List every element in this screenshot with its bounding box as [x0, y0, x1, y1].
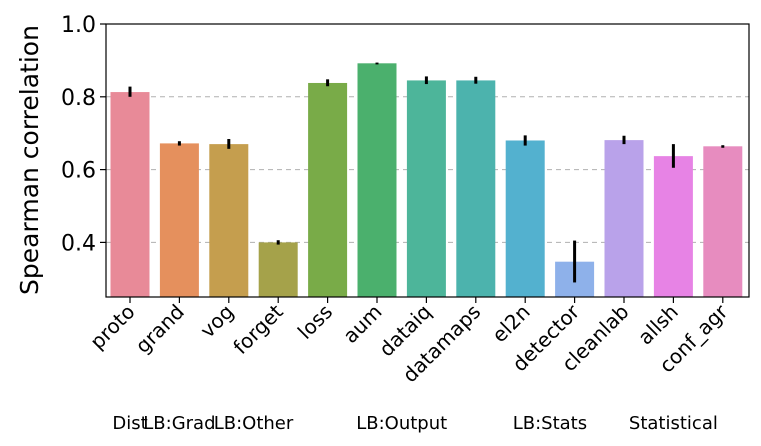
x-tick-label-grand: grand — [131, 300, 189, 358]
y-tick-label: 0.6 — [61, 159, 96, 184]
bar-vog — [209, 144, 249, 297]
group-label: LB:Grad — [143, 413, 215, 434]
y-tick-label: 1.0 — [61, 13, 96, 38]
y-axis-ticks: 0.4 0.6 0.8 1.0 — [61, 13, 106, 256]
x-tick-label-proto: proto — [85, 300, 139, 354]
error-bars — [128, 62, 725, 283]
y-axis-label: Spearman correlation — [15, 25, 44, 295]
bars — [110, 63, 743, 298]
group-label: LB:Other — [214, 413, 294, 434]
x-tick-label-forget: forget — [228, 299, 288, 359]
bar-conf_agr — [703, 146, 743, 297]
y-tick-label: 0.4 — [61, 231, 96, 256]
bar-datamaps — [456, 80, 496, 297]
bar-allsh — [653, 156, 693, 297]
bar-grand — [159, 143, 199, 297]
bar-forget — [258, 242, 298, 297]
group-label: Statistical — [629, 413, 718, 434]
x-tick-label-loss: loss — [293, 300, 337, 344]
group-label: LB:Output — [356, 413, 447, 434]
plot-frame — [105, 23, 750, 298]
group-label: Dist — [112, 413, 147, 434]
bar-proto — [110, 92, 150, 298]
bar-aum — [357, 63, 397, 298]
x-tick-label-vog: vog — [195, 300, 238, 343]
bar-cleanlab — [604, 140, 644, 297]
bar-loss — [308, 82, 348, 297]
bar-el2n — [505, 140, 545, 297]
group-label: LB:Stats — [513, 413, 587, 434]
y-tick-label: 0.8 — [61, 86, 96, 111]
bar-dataiq — [406, 80, 446, 297]
